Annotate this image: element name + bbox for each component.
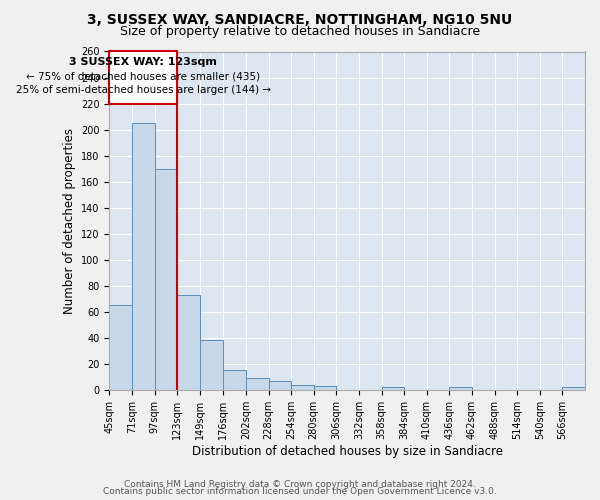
Text: 3, SUSSEX WAY, SANDIACRE, NOTTINGHAM, NG10 5NU: 3, SUSSEX WAY, SANDIACRE, NOTTINGHAM, NG… (88, 12, 512, 26)
Text: 3 SUSSEX WAY: 123sqm: 3 SUSSEX WAY: 123sqm (70, 56, 217, 66)
Bar (155, 168, 177, 390)
Bar (382, 387, 404, 390)
Text: 25% of semi-detached houses are larger (144) →: 25% of semi-detached houses are larger (… (16, 86, 271, 96)
Bar (449, 387, 472, 390)
Bar (269, 380, 291, 390)
Bar (223, 370, 246, 390)
Bar (246, 378, 269, 390)
Bar (109, 52, 177, 104)
Bar (562, 387, 585, 390)
X-axis label: Distribution of detached houses by size in Sandiacre: Distribution of detached houses by size … (192, 444, 503, 458)
Bar (200, 340, 223, 390)
Bar (291, 384, 314, 390)
Bar (109, 306, 132, 390)
Text: ← 75% of detached houses are smaller (435): ← 75% of detached houses are smaller (43… (26, 71, 260, 81)
Bar (132, 123, 155, 390)
Bar (177, 295, 200, 390)
Y-axis label: Number of detached properties: Number of detached properties (62, 128, 76, 314)
Text: Contains public sector information licensed under the Open Government Licence v3: Contains public sector information licen… (103, 487, 497, 496)
Text: Size of property relative to detached houses in Sandiacre: Size of property relative to detached ho… (120, 25, 480, 38)
Bar (314, 386, 337, 390)
Text: Contains HM Land Registry data © Crown copyright and database right 2024.: Contains HM Land Registry data © Crown c… (124, 480, 476, 489)
